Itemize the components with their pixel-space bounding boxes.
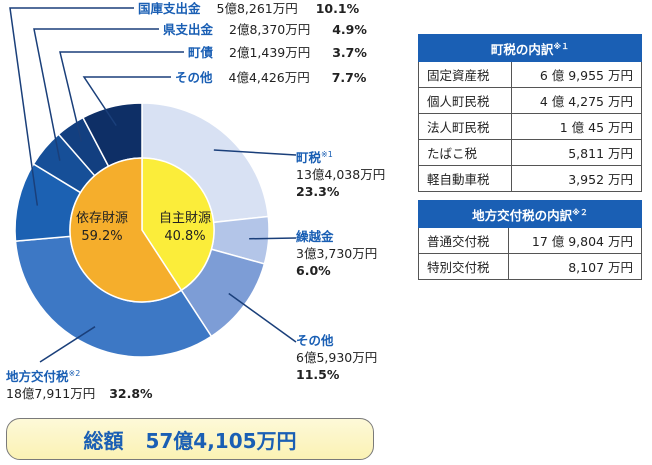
label-national-pct: 10.1% [315,1,360,16]
row-value: 4 億 4,275 万円 [511,87,642,114]
inner-label-dependent-pct: 59.2% [81,229,122,244]
leader-line-national [9,7,134,206]
label-bonds-amount: 2億1,439万円 [229,45,311,60]
label-town-tax-name: 町税 [296,150,322,166]
label-town-tax-pct: 23.3% [296,184,340,200]
table-row: 個人町民税 4 億 4,275 万円 [417,87,642,114]
town-tax-breakdown-table: 町税の内訳※１ 固定資産税 6 億 9,955 万円 個人町民税 4 億 4,275… [417,34,642,192]
label-local-allocation-name: 地方交付税 [6,369,69,385]
label-other-dependent-pct: 7.7% [331,70,367,85]
row-name: たばこ税 [417,139,513,166]
table-row: 特別交付税 8,107 万円 [418,253,643,280]
leader-lines [9,7,297,363]
label-carryover-pct: 6.0% [296,263,331,278]
inner-label-own-name: 自主財源 [159,211,211,226]
row-value: 5,811 万円 [511,139,642,166]
local-allocation-breakdown-table: 地方交付税の内訳※２ 普通交付税 17 億 9,804 万円 特別交付税 8,107… [418,200,643,280]
row-name: 特別交付税 [418,253,509,280]
label-bonds-pct: 3.7% [332,45,367,60]
label-prefecture-pct: 4.9% [332,22,367,37]
row-value: 8,107 万円 [507,253,643,280]
label-national: 国庫支出金 5億8,261万円 10.1% [138,0,359,17]
label-other-dependent-name: その他 [175,70,213,85]
label-local-allocation-amount: 18億7,911万円 [6,386,96,402]
label-carryover-amount: 3億3,730万円 [296,246,378,261]
town-tax-table-title: 町税の内訳※１ [418,34,642,62]
row-name: 固定資産税 [417,61,513,88]
row-name: 普通交付税 [418,227,509,254]
label-prefecture-amount: 2億8,370万円 [229,22,311,37]
label-prefecture-name: 県支出金 [163,22,214,37]
leader-line-prefecture [33,28,159,161]
local-allocation-table-title-text: 地方交付税の内訳 [472,207,573,223]
row-name: 軽自動車税 [417,165,513,192]
label-national-name: 国庫支出金 [138,1,201,16]
row-value: 1 億 45 万円 [511,113,642,140]
table-row: 普通交付税 17 億 9,804 万円 [418,227,643,254]
label-national-amount: 5億8,261万円 [216,1,298,16]
total-banner: 総額 57億4,105万円 [6,418,374,460]
table-row: 法人町民税 1 億 45 万円 [417,113,642,140]
inner-pie [69,157,215,303]
label-local-allocation-pct: 32.8% [109,386,153,402]
town-tax-table-note: ※１ [553,41,570,51]
row-value: 6 億 9,955 万円 [511,61,642,88]
label-other-own-name: その他 [296,333,334,348]
label-other-own-amount: 6億5,930万円 [296,350,378,365]
leader-line-carryover [249,237,297,240]
table-row: 軽自動車税 3,952 万円 [417,165,642,192]
table-row: 固定資産税 6 億 9,955 万円 [417,61,642,88]
leader-line-bonds [59,51,184,142]
row-value: 17 億 9,804 万円 [507,227,643,254]
label-other-own: その他 6億5,930万円 11.5% [296,332,377,383]
label-other-own-pct: 11.5% [296,367,340,382]
inner-label-dependent-name: 依存財源 [76,211,128,226]
local-allocation-table-title: 地方交付税の内訳※２ [418,200,642,228]
row-name: 法人町民税 [417,113,513,140]
row-value: 3,952 万円 [511,165,642,192]
label-prefecture: 県支出金 2億8,370万円 4.9% [163,21,367,38]
label-other-dependent-amount: 4億4,426万円 [228,70,310,85]
label-town-tax: 町税※1 13億4,038万円 23.3% [296,146,385,200]
town-tax-table-title-text: 町税の内訳 [490,41,554,57]
leader-line-other_own [228,292,297,343]
label-town-tax-note: ※1 [321,150,333,159]
label-bonds-name: 町債 [188,45,214,60]
local-allocation-table-note: ※２ [572,207,588,217]
inner-slice-1 [69,157,183,303]
leader-line-other_dep [82,76,171,127]
label-carryover-name: 繰越金 [296,229,334,244]
row-name: 個人町民税 [417,87,513,114]
label-local-allocation-note: ※2 [68,369,81,378]
label-bonds: 町債 2億1,439万円 3.7% [188,44,367,61]
table-row: たばこ税 5,811 万円 [417,139,642,166]
label-carryover: 繰越金 3億3,730万円 6.0% [296,228,377,279]
leader-line-local_alloc [39,326,96,363]
label-other-dependent: その他 4億4,426万円 7.7% [175,69,366,86]
leader-line-town_tax [213,149,297,156]
total-value: 57億4,105万円 [145,428,297,453]
total-label: 総額 [83,428,124,453]
label-town-tax-amount: 13億4,038万円 [296,167,386,183]
label-local-allocation: 地方交付税※2 18億7,911万円 32.8% [6,365,153,402]
inner-label-own-pct: 40.8% [164,229,205,244]
